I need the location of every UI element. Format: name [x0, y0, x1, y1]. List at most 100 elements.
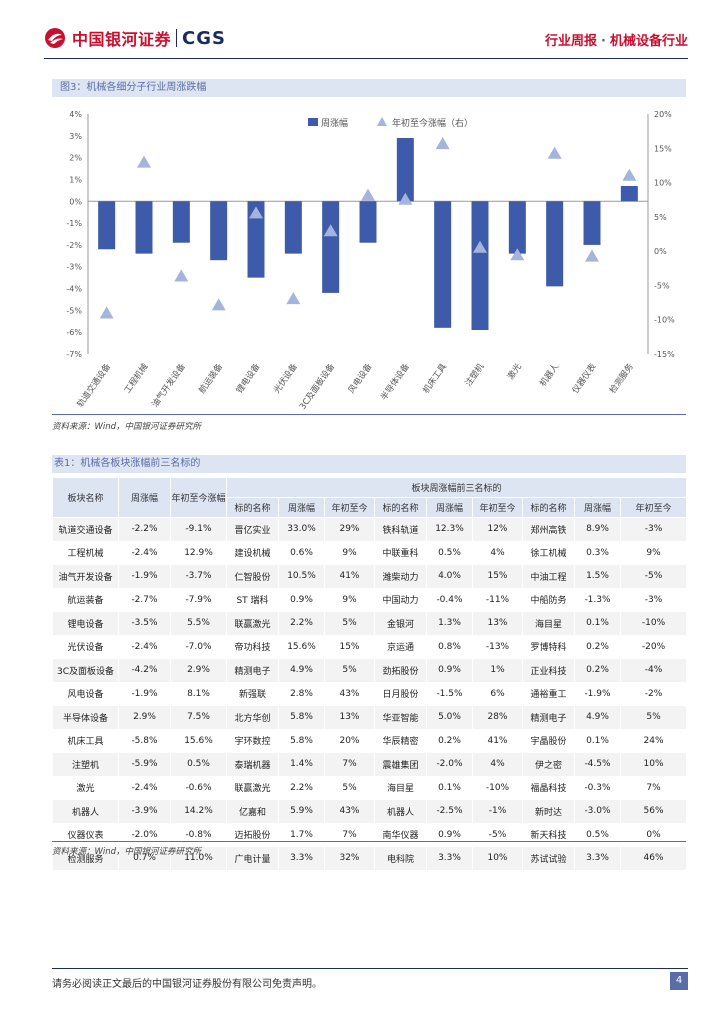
subheader-cell: 周涨幅 [426, 497, 473, 518]
table-header-row: 板块名称 周涨幅 年初至今涨幅 板块周涨幅前三名标的 [52, 477, 688, 518]
table-cell: 0.2% [574, 658, 621, 683]
header-separator: · [601, 34, 606, 49]
point-ytd-change [585, 249, 599, 262]
table-cell: 铁科轨道 [374, 517, 427, 542]
table-cell: -1.9% [574, 681, 621, 706]
legend-swatch-bar [308, 118, 318, 126]
table-cell: 8.1% [170, 681, 227, 706]
table-row: 油气开发设备 -1.9% -3.7% 仁智股份 10.5% 41% 潍柴动力 4.0% 15% 中… [52, 564, 688, 589]
table-cell: 6% [472, 681, 523, 706]
header-rule [44, 58, 688, 59]
table-cell: 机器人 [374, 799, 427, 824]
table-cell: 10% [472, 846, 523, 871]
table-cell: 徐工机械 [522, 540, 575, 565]
table-cell: 风电设备 [52, 681, 119, 706]
table-cell: 2.9% [170, 658, 227, 683]
table-cell: -9.1% [170, 517, 227, 542]
table-cell: 注塑机 [52, 752, 119, 777]
galaxy-logo-icon [45, 28, 65, 48]
table-cell: 精测电子 [226, 658, 279, 683]
table-cell: 0.1% [574, 611, 621, 636]
table-cell: 14.2% [170, 799, 227, 824]
industry-name: 机械设备行业 [609, 34, 688, 49]
table-row: 仪器仪表 -2.0% -0.8% 迈拓股份 1.7% 7% 南华仪器 0.9% -5% 新天科技 0… [52, 822, 688, 847]
table-cell: 33.0% [278, 517, 325, 542]
table-cell: -2.2% [118, 517, 171, 542]
table-row: 检测服务 0.7% 11.0% 广电计量 3.3% 32% 电科院 3.3% 10% 苏试试验 3.… [52, 846, 688, 871]
table-cell: 11.0% [170, 846, 227, 871]
x-tick-label: 半导体设备 [378, 361, 412, 403]
table-cell: 光伏设备 [52, 634, 119, 659]
table-cell: -4.2% [118, 658, 171, 683]
table-cell: 0.1% [574, 728, 621, 753]
point-ytd-change [622, 168, 637, 181]
figure-bottom-rule [52, 414, 686, 415]
y-left-tick-label: -4% [66, 285, 82, 294]
table-cell: ST 瑞科 [226, 587, 279, 612]
table-cell: 5% [324, 611, 375, 636]
table-cell: 1.7% [278, 822, 325, 847]
table-cell: 5.8% [278, 728, 325, 753]
y-left-tick-label: -1% [66, 219, 82, 228]
col-sector: 板块名称 [52, 477, 119, 518]
x-tick-label: 注塑机 [463, 361, 487, 389]
table-cell: 5% [619, 705, 688, 730]
legend-label-bar: 周涨幅 [321, 117, 348, 129]
table-cell: 华亚智能 [374, 705, 427, 730]
company-logo: 中国银河证券 CGS [44, 26, 226, 50]
table-cell: 仪器仪表 [52, 822, 119, 847]
table-cell: -2.0% [118, 822, 171, 847]
report-type: 行业周报 [545, 34, 598, 49]
subheader-cell: 标的名称 [374, 497, 427, 518]
point-ytd-change [286, 292, 301, 305]
table-cell: 联赢激光 [226, 611, 279, 636]
table-cell: 41% [324, 564, 375, 589]
table-cell: -1.9% [118, 564, 171, 589]
table-cell: -2.5% [426, 799, 473, 824]
table-cell: -7.9% [170, 587, 227, 612]
table-cell: 13% [324, 705, 375, 730]
table-cell: 海目星 [374, 775, 427, 800]
table-cell: 2.9% [118, 705, 171, 730]
table-cell: 1.4% [278, 752, 325, 777]
table-row: 锂电设备 -3.5% 5.5% 联赢激光 2.2% 5% 金银河 1.3% 13% 海目星 0.1%… [52, 611, 688, 636]
table-cell: 1.3% [426, 611, 473, 636]
bar-weekly-change [322, 201, 340, 293]
subheader-cell: 周涨幅 [278, 497, 325, 518]
bar-weekly-change [135, 201, 153, 254]
table-cell: 半导体设备 [52, 705, 119, 730]
bar-weekly-change [583, 201, 601, 245]
table-cell: 5.8% [278, 705, 325, 730]
table-cell: 4.9% [278, 658, 325, 683]
table-cell: 5.9% [278, 799, 325, 824]
table-cell: -10% [472, 775, 523, 800]
x-tick-label: 航运装备 [197, 361, 226, 396]
table-cell: 12% [472, 517, 523, 542]
y-left-tick-label: 3% [69, 132, 82, 141]
table-row: 工程机械 -2.4% 12.9% 建设机械 0.6% 9% 中联重科 0.5% 4% 徐工机械 0.… [52, 540, 688, 565]
y-right-tick-label: 15% [654, 144, 672, 153]
table-cell: 仁智股份 [226, 564, 279, 589]
table-cell: -10% [619, 611, 688, 636]
table-cell: 广电计量 [226, 846, 279, 871]
point-ytd-change [211, 298, 226, 311]
table-cell: 0.6% [278, 540, 325, 565]
table-cell: 机器人 [52, 799, 119, 824]
table-cell: 京运通 [374, 634, 427, 659]
bar-weekly-change [284, 201, 302, 254]
bar-weekly-change [471, 201, 489, 330]
table-cell: 0.3% [574, 540, 621, 565]
x-tick-label: 风电设备 [346, 361, 375, 396]
table-cell: 检测服务 [52, 846, 119, 871]
table-cell: 南华仪器 [374, 822, 427, 847]
table-cell: -3% [619, 587, 688, 612]
table-cell: 0.8% [426, 634, 473, 659]
table-cell: 32% [324, 846, 375, 871]
table-source: 资料来源：Wind，中国银河证券研究所 [52, 847, 202, 857]
table-row: 风电设备 -1.9% 8.1% 新强联 2.8% 43% 日月股份 -1.5% 6% 通裕重工 -1… [52, 681, 688, 706]
table-cell: -3.7% [170, 564, 227, 589]
table-cell: 中联重科 [374, 540, 427, 565]
table-cell: 8.9% [574, 517, 621, 542]
table-cell: -0.6% [170, 775, 227, 800]
table-cell: 北方华创 [226, 705, 279, 730]
